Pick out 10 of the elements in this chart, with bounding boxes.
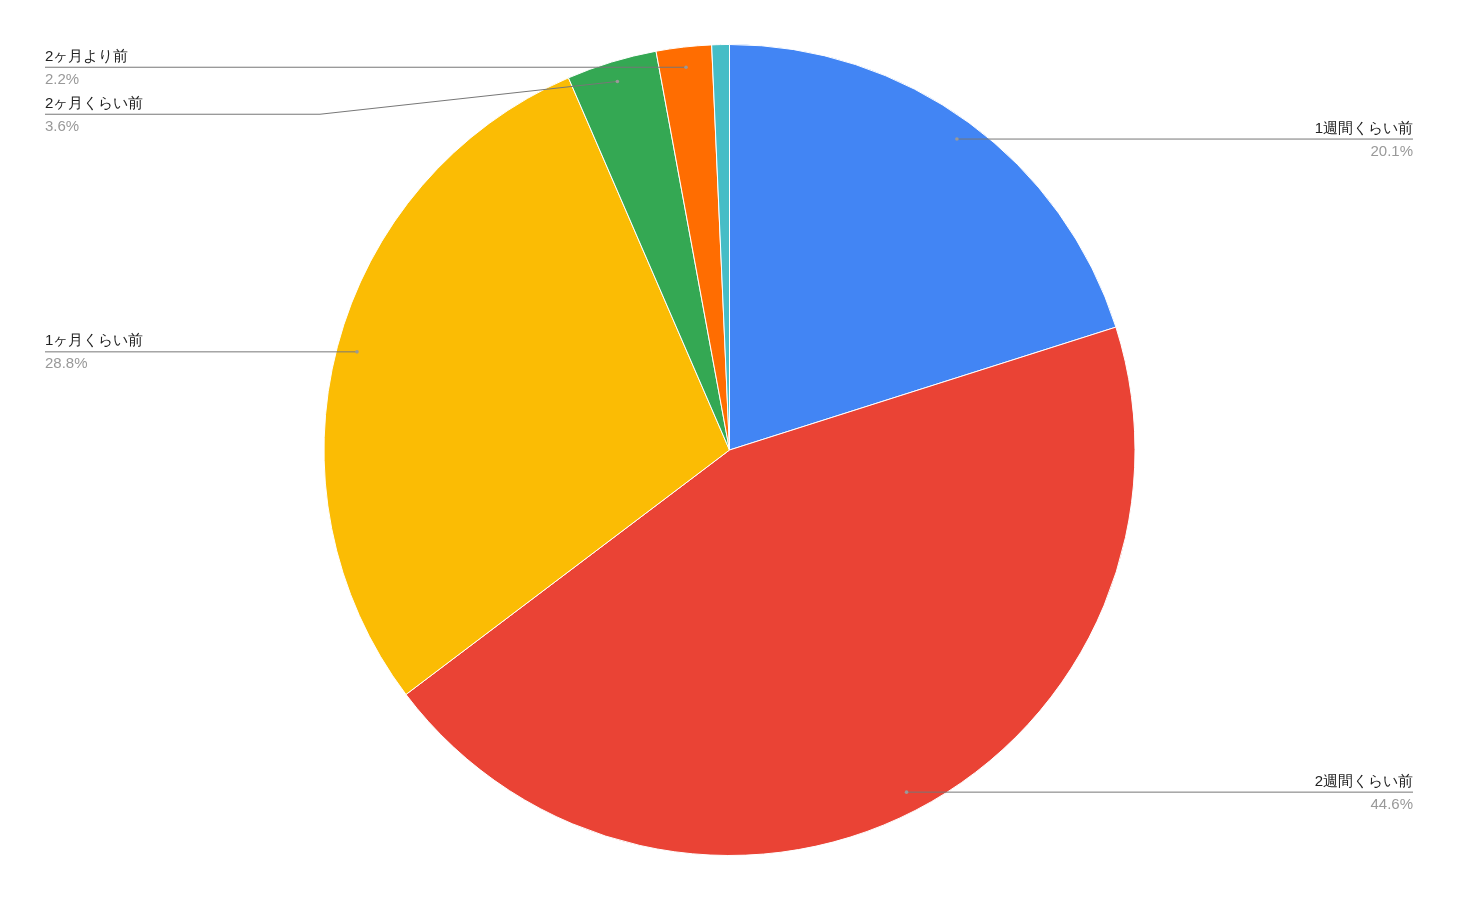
data-label: 3.6% — [45, 116, 80, 134]
data-label: 20.1% — [1370, 141, 1413, 159]
data-label: 28.8% — [45, 354, 88, 372]
slice-label: 1週間くらい前 — [1314, 118, 1413, 136]
slice-label: 2ヶ月より前 — [45, 46, 129, 64]
slice-label: 1ヶ月くらい前 — [45, 331, 144, 349]
data-label: 2.2% — [45, 69, 80, 87]
slice-label: 2ヶ月くらい前 — [45, 93, 144, 111]
slice-label: 2週間くらい前 — [1314, 771, 1413, 789]
data-label: 44.6% — [1370, 794, 1413, 812]
